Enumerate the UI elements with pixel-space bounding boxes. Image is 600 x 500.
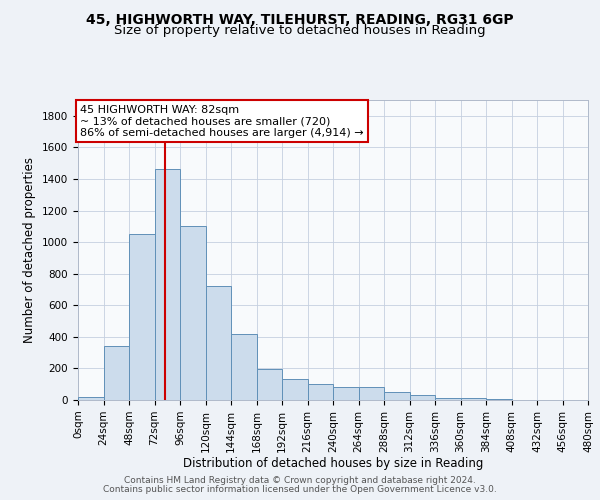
Text: 45, HIGHWORTH WAY, TILEHURST, READING, RG31 6GP: 45, HIGHWORTH WAY, TILEHURST, READING, R…	[86, 12, 514, 26]
Bar	[435, 398, 461, 400]
Bar	[461, 398, 486, 400]
Bar	[231, 334, 257, 400]
Text: Size of property relative to detached houses in Reading: Size of property relative to detached ho…	[114, 24, 486, 37]
Bar	[129, 234, 155, 400]
Bar	[486, 399, 511, 400]
Bar	[180, 226, 205, 400]
Bar	[282, 380, 308, 400]
Bar	[333, 386, 359, 400]
Bar	[384, 392, 409, 400]
Bar	[257, 369, 282, 400]
Text: Contains public sector information licensed under the Open Government Licence v3: Contains public sector information licen…	[103, 485, 497, 494]
Bar	[205, 286, 231, 400]
Bar	[359, 388, 384, 400]
Text: Contains HM Land Registry data © Crown copyright and database right 2024.: Contains HM Land Registry data © Crown c…	[124, 476, 476, 485]
Bar	[409, 396, 435, 400]
Y-axis label: Number of detached properties: Number of detached properties	[23, 157, 37, 343]
Bar	[155, 170, 180, 400]
Bar	[78, 397, 104, 400]
Text: 45 HIGHWORTH WAY: 82sqm
~ 13% of detached houses are smaller (720)
86% of semi-d: 45 HIGHWORTH WAY: 82sqm ~ 13% of detache…	[80, 104, 364, 138]
Bar	[308, 384, 333, 400]
Bar	[104, 346, 129, 400]
X-axis label: Distribution of detached houses by size in Reading: Distribution of detached houses by size …	[183, 458, 483, 470]
